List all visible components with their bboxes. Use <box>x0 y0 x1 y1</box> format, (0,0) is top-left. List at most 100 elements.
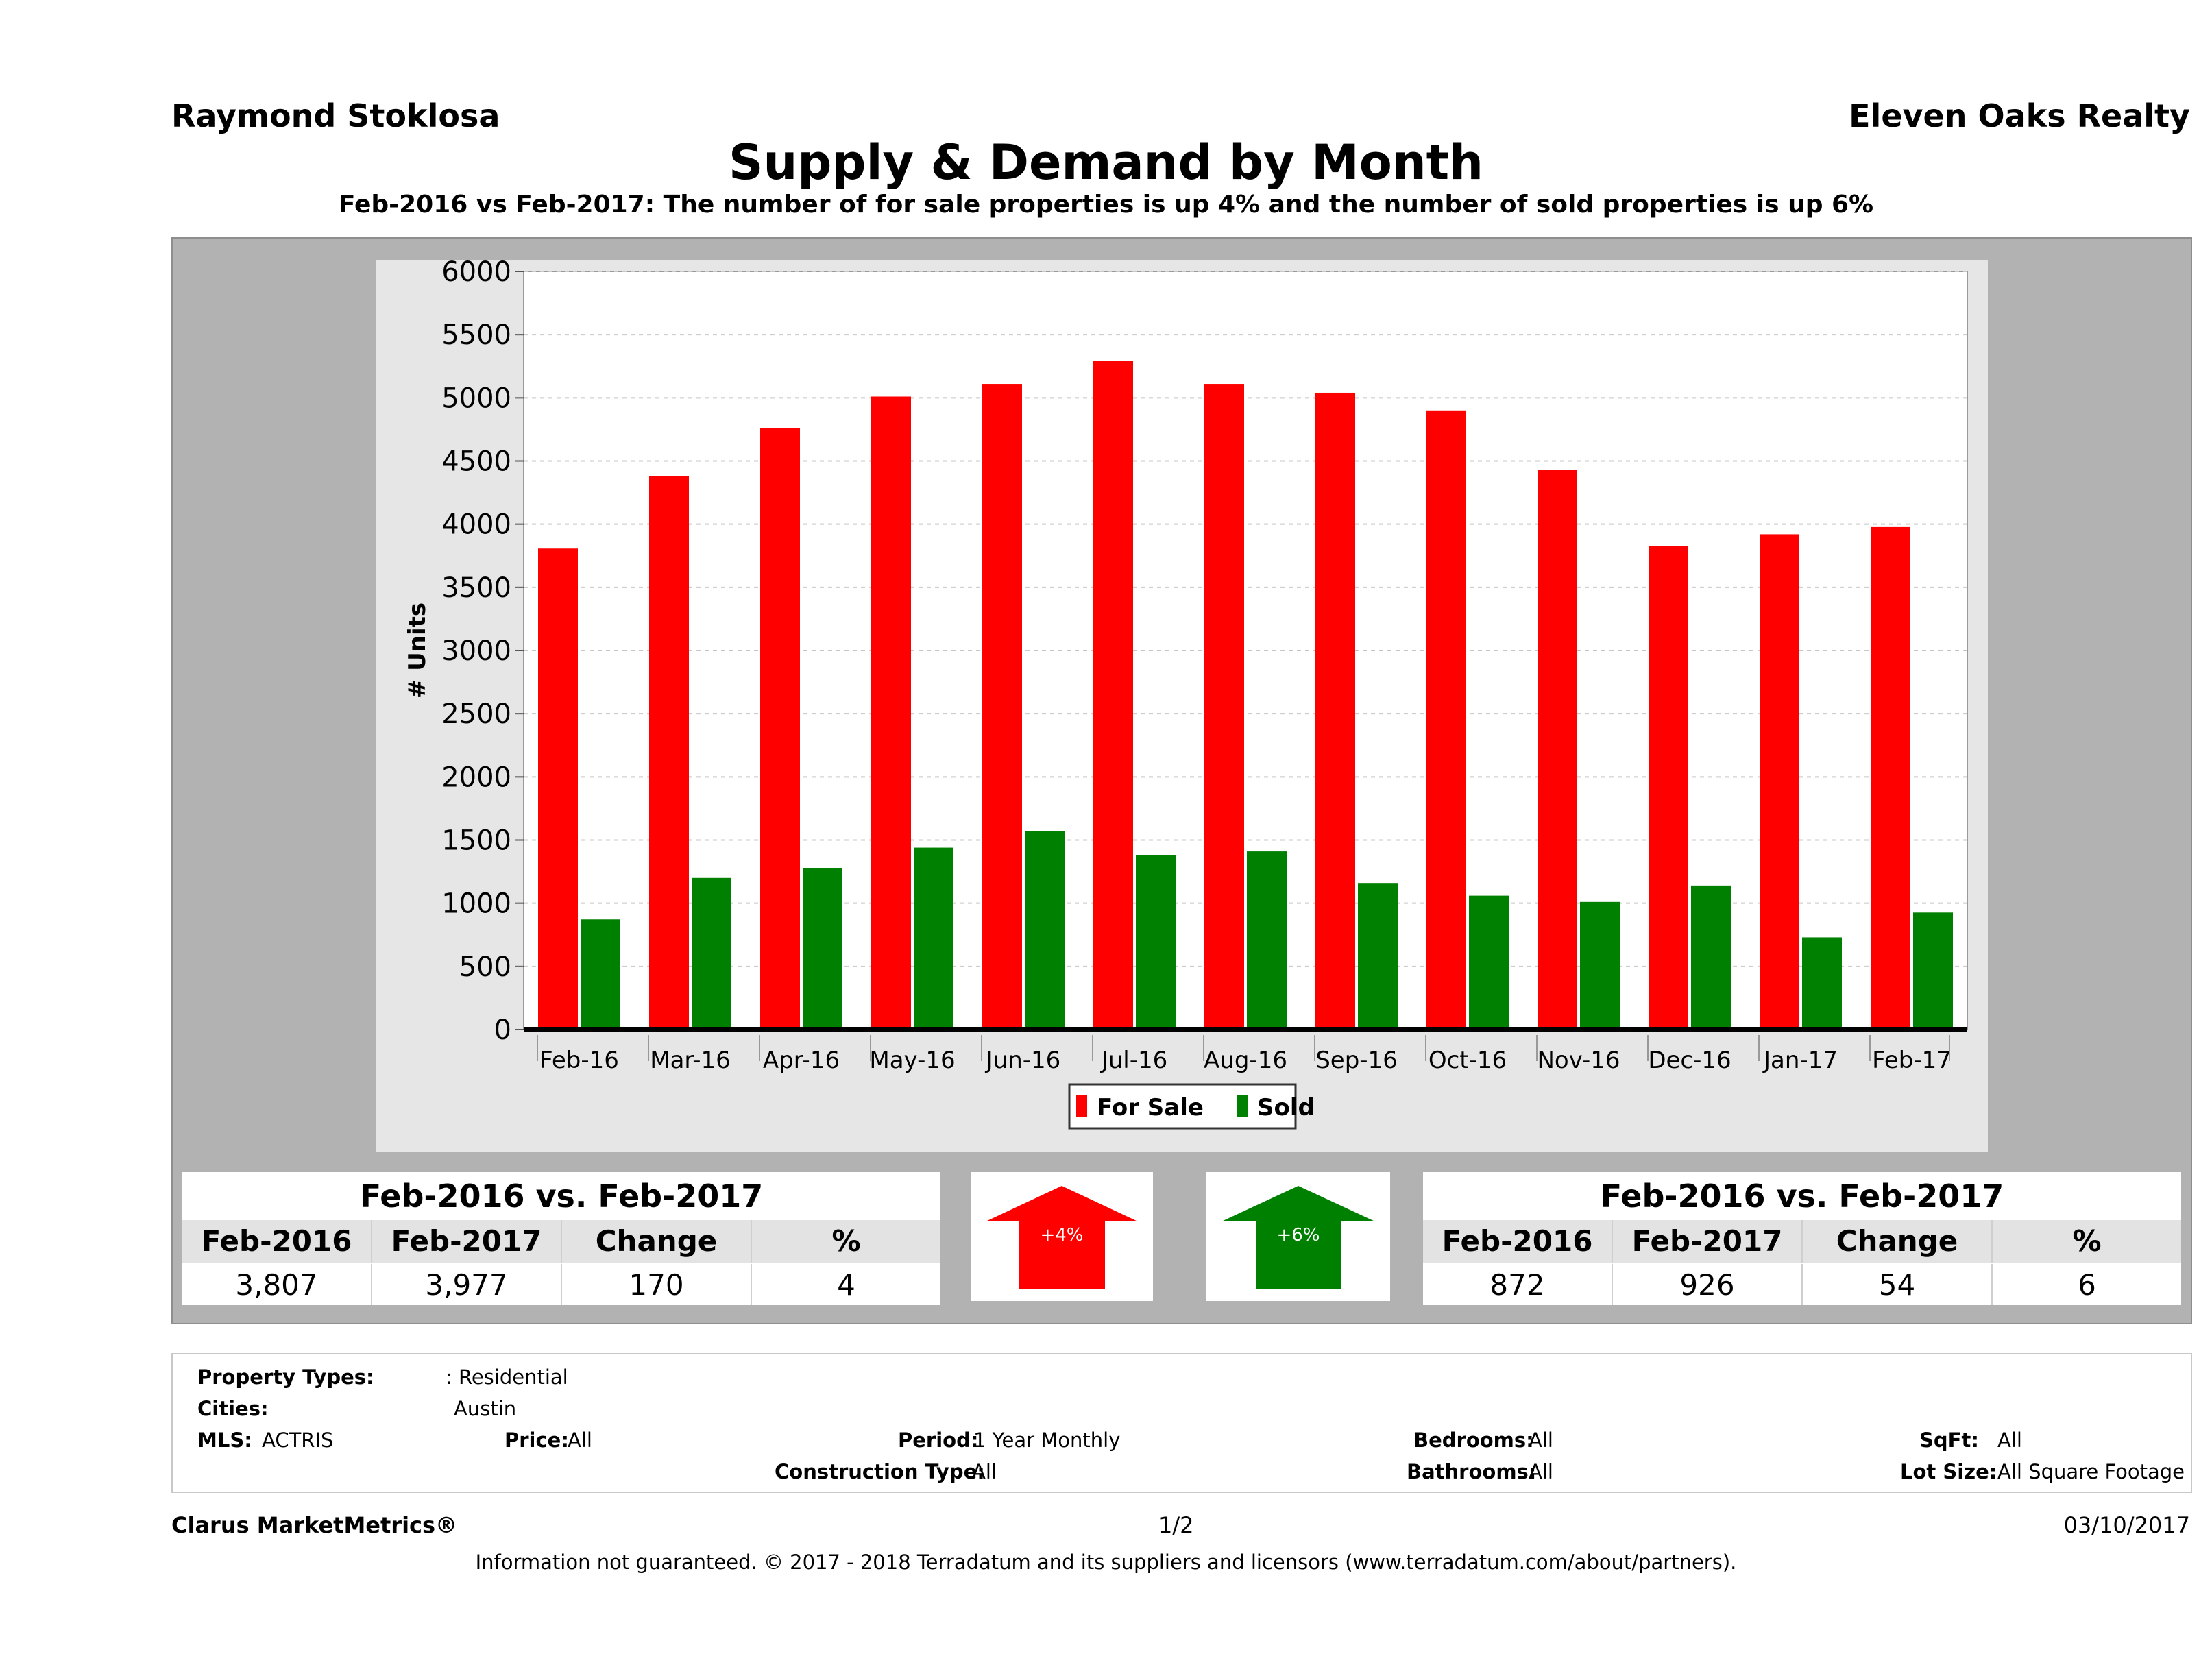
page-title: Supply & Demand by Month <box>729 134 1483 191</box>
x-tick-label: Feb-17 <box>1872 1047 1952 1074</box>
x-tick-label: Sep-16 <box>1315 1047 1398 1074</box>
y-axis-label: # Units <box>404 603 431 698</box>
legend-label: Sold <box>1257 1094 1315 1121</box>
property-types-value: : Residential <box>446 1365 568 1389</box>
bar-for-sale <box>649 476 689 1030</box>
bathrooms-label: Bathrooms: <box>1407 1460 1537 1483</box>
bar-sold <box>581 919 620 1030</box>
x-tick-label: Nov-16 <box>1538 1047 1620 1074</box>
price-value: All <box>568 1428 592 1452</box>
x-tick-label: Mar-16 <box>650 1047 731 1074</box>
legend-swatch <box>1076 1095 1087 1117</box>
construction-type-value: All <box>972 1460 997 1483</box>
x-tick-label: Dec-16 <box>1648 1047 1731 1074</box>
sqft-label: SqFt: <box>1919 1428 1979 1452</box>
report-filters: Property Types: : Residential Cities: Au… <box>171 1353 2192 1493</box>
y-tick-label: 0 <box>494 1014 511 1046</box>
x-tick-label: Oct-16 <box>1429 1047 1507 1074</box>
column-header: % <box>831 1224 861 1258</box>
bar-for-sale <box>1871 526 1910 1030</box>
x-tick-label: May-16 <box>869 1047 955 1074</box>
column-header: Change <box>1803 1220 1993 1263</box>
x-tick-label: Apr-16 <box>763 1047 840 1074</box>
cities-label: Cities: <box>197 1397 269 1420</box>
price-label: Price: <box>505 1428 569 1452</box>
bar-sold <box>1913 912 1953 1030</box>
page-number: 1/2 <box>1158 1512 1194 1538</box>
y-tick-label: 500 <box>459 951 511 983</box>
bar-for-sale <box>982 384 1022 1030</box>
bar-chart: 0 500 1000 1500 2000 2500 3000 3500 4000 4500 5000… <box>404 260 1968 1130</box>
bar-sold <box>1802 937 1842 1030</box>
value-cell: 4 <box>837 1268 855 1302</box>
legend-label: For Sale <box>1097 1094 1204 1121</box>
y-tick-label: 2000 <box>441 762 511 793</box>
property-types-label: Property Types: <box>197 1365 374 1389</box>
bar-for-sale <box>1315 392 1355 1030</box>
value-cell: 6 <box>2078 1268 2096 1302</box>
column-header: Feb-2016 <box>182 1220 372 1263</box>
bar-sold <box>1025 831 1065 1030</box>
y-tick-label: 1500 <box>441 825 511 857</box>
bar-for-sale <box>538 548 578 1030</box>
legend-swatch <box>1237 1095 1248 1117</box>
bar-sold <box>803 868 842 1030</box>
mls-label: MLS: <box>197 1428 252 1452</box>
for-sale-summary-table: Feb-2016 vs. Feb-2017 Feb-2016 Feb-2017 … <box>182 1172 940 1305</box>
y-tick-label: 4500 <box>441 446 511 478</box>
value-cell: 3,977 <box>372 1264 562 1305</box>
sold-change-indicator: +6% <box>1206 1172 1390 1301</box>
bar-for-sale <box>871 396 911 1030</box>
value-cell: 926 <box>1613 1264 1803 1305</box>
report-date: 03/10/2017 <box>2063 1512 2190 1538</box>
y-tick-label: 1000 <box>441 888 511 920</box>
construction-type-label: Construction Type: <box>775 1460 985 1483</box>
agent-name: Raymond Stoklosa <box>171 97 500 134</box>
x-tick-label: Jun-16 <box>985 1047 1061 1074</box>
summary-value-row: 3,807 3,977 170 4 <box>182 1264 940 1305</box>
period-label: Period: <box>898 1428 979 1452</box>
x-tick-label: Aug-16 <box>1204 1047 1287 1074</box>
bar-for-sale <box>1649 546 1688 1030</box>
summary-header-row: Feb-2016 Feb-2017 Change % <box>182 1220 940 1263</box>
bedrooms-value: All <box>1529 1428 1553 1452</box>
legend <box>1068 1083 1297 1130</box>
up-arrow-icon: +6% <box>1222 1186 1375 1289</box>
x-tick-label: Jul-16 <box>1100 1047 1168 1074</box>
column-header: Feb-2016 <box>1423 1220 1613 1263</box>
column-header: % <box>2072 1224 2102 1258</box>
brokerage-name: Eleven Oaks Realty <box>1849 97 2190 134</box>
bar-for-sale <box>1760 534 1799 1030</box>
bar-for-sale <box>1426 410 1466 1030</box>
cities-value: Austin <box>454 1397 517 1420</box>
bar-sold <box>1469 895 1509 1030</box>
y-tick-label: 2500 <box>441 698 511 730</box>
summary-header-row: Feb-2016 Feb-2017 Change % <box>1423 1220 2181 1263</box>
sold-summary-table: Feb-2016 vs. Feb-2017 Feb-2016 Feb-2017 … <box>1423 1172 2181 1305</box>
summary-value-row: 872 926 54 6 <box>1423 1264 2181 1305</box>
bathrooms-value: All <box>1529 1460 1553 1483</box>
x-tick-label: Feb-16 <box>539 1047 619 1074</box>
lot-size-value: All Square Footage <box>1997 1460 2185 1483</box>
value-cell: 872 <box>1423 1264 1613 1305</box>
column-header: Feb-2017 <box>1613 1220 1803 1263</box>
bar-sold <box>1136 855 1176 1030</box>
up-arrow-icon: +4% <box>986 1186 1138 1289</box>
period-value: 1 Year Monthly <box>973 1428 1121 1452</box>
product-name: Clarus MarketMetrics® <box>171 1512 458 1538</box>
y-tick-label: 3500 <box>441 572 511 604</box>
disclaimer: Information not guaranteed. © 2017 - 201… <box>475 1551 1737 1574</box>
bar-for-sale <box>1538 470 1577 1030</box>
bar-sold <box>1247 851 1287 1030</box>
summary-title: Feb-2016 vs. Feb-2017 <box>1600 1178 2004 1215</box>
arrow-label: +6% <box>1276 1225 1320 1245</box>
for-sale-change-indicator: +4% <box>971 1172 1153 1301</box>
column-header: Feb-2017 <box>372 1220 562 1263</box>
value-cell: 3,807 <box>182 1264 372 1305</box>
bar-sold <box>1580 901 1620 1030</box>
y-tick-label: 5500 <box>441 319 511 351</box>
bar-for-sale <box>1093 361 1133 1030</box>
column-header: Change <box>562 1220 752 1263</box>
value-cell: 170 <box>562 1264 752 1305</box>
value-cell: 54 <box>1803 1264 1993 1305</box>
